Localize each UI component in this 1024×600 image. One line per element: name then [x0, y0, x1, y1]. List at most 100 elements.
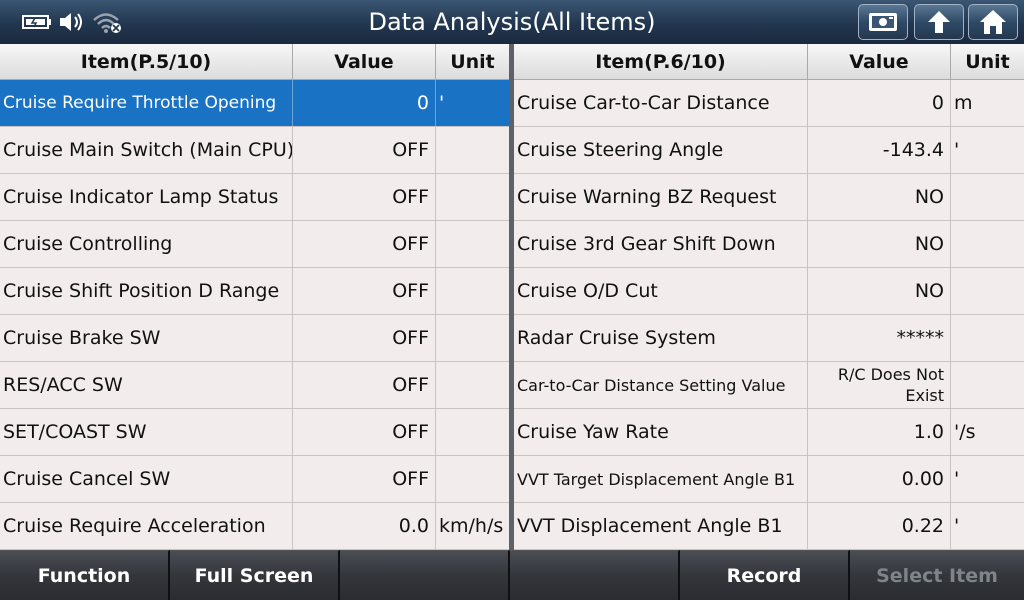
row-value: OFF [293, 315, 436, 361]
table-row[interactable]: Cruise O/D Cut NO [514, 268, 1024, 315]
row-value: OFF [293, 362, 436, 408]
row-item: Car-to-Car Distance Setting Value [514, 362, 808, 408]
row-item: Cruise Main Switch (Main CPU) [0, 127, 293, 173]
table-row[interactable]: Cruise Indicator Lamp Status OFF [0, 174, 509, 221]
table-row[interactable]: Cruise Require Acceleration 0.0 km/h/s [0, 503, 509, 550]
row-value: 1.0 [808, 409, 951, 455]
row-unit: ' [954, 139, 960, 161]
row-value: NO [808, 221, 951, 267]
empty-button-2[interactable] [510, 550, 680, 600]
row-value: NO [808, 268, 951, 314]
home-button[interactable] [968, 4, 1018, 40]
table-row[interactable]: Cruise Car-to-Car Distance 0 m [514, 80, 1024, 127]
select-item-button[interactable]: Select Item [850, 550, 1024, 600]
row-unit [436, 174, 509, 220]
row-value: -143.4 [808, 127, 951, 173]
table-header: Item(P.5/10) Value Unit [0, 44, 509, 80]
row-item: Cruise Indicator Lamp Status [0, 174, 293, 220]
row-value: OFF [293, 174, 436, 220]
table-row[interactable]: Cruise Require Throttle Opening 0 ' [0, 80, 509, 127]
row-value: 0 [293, 80, 436, 126]
table-row[interactable]: RES/ACC SW OFF [0, 362, 509, 409]
row-item: Cruise Car-to-Car Distance [514, 80, 808, 126]
data-table-left: Item(P.5/10) Value Unit Cruise Require T… [0, 44, 509, 550]
table-row[interactable]: Cruise Brake SW OFF [0, 315, 509, 362]
row-unit [951, 174, 1024, 220]
back-icon [924, 9, 954, 35]
row-item: Cruise Brake SW [0, 315, 293, 361]
table-row[interactable]: Radar Cruise System ***** [514, 315, 1024, 362]
row-unit: ' [954, 515, 960, 537]
page-title: Data Analysis(All Items) [368, 8, 656, 36]
table-row[interactable]: VVT Displacement Angle B1 0.22 ' [514, 503, 1024, 550]
title-bar: Data Analysis(All Items) [0, 0, 1024, 45]
home-icon [978, 8, 1008, 36]
row-value: 0.00 [808, 456, 951, 502]
row-unit [436, 315, 509, 361]
screenshot-button[interactable] [858, 4, 908, 40]
function-button[interactable]: Function [0, 550, 170, 600]
row-item: Cruise Shift Position D Range [0, 268, 293, 314]
volume-icon [58, 11, 86, 33]
row-unit: '/s [954, 421, 976, 443]
row-item: Cruise Require Throttle Opening [0, 80, 293, 126]
bottom-toolbar: Function Full Screen Record Select Item [0, 550, 1024, 600]
screenshot-icon [867, 10, 899, 34]
row-unit [436, 127, 509, 173]
wifi-disabled-icon [92, 10, 122, 34]
row-unit [436, 221, 509, 267]
table-row[interactable]: VVT Target Displacement Angle B1 0.00 ' [514, 456, 1024, 503]
row-unit [951, 315, 1024, 361]
table-row[interactable]: Cruise Controlling OFF [0, 221, 509, 268]
row-item: Cruise Controlling [0, 221, 293, 267]
row-value: R/C Does Not Exist [808, 362, 951, 408]
table-row[interactable]: Cruise Steering Angle -143.4 ' [514, 127, 1024, 174]
row-unit: km/h/s [439, 515, 504, 537]
row-unit [436, 268, 509, 314]
row-item: Cruise Warning BZ Request [514, 174, 808, 220]
row-unit: ' [954, 468, 960, 490]
row-item: SET/COAST SW [0, 409, 293, 455]
table-row[interactable]: Cruise Shift Position D Range OFF [0, 268, 509, 315]
row-value: OFF [293, 268, 436, 314]
row-item: Cruise Require Acceleration [0, 503, 293, 549]
row-unit [436, 456, 509, 502]
table-row[interactable]: SET/COAST SW OFF [0, 409, 509, 456]
row-value-line1: R/C Does Not [837, 365, 944, 384]
row-item: Cruise Steering Angle [514, 127, 808, 173]
back-button[interactable] [914, 4, 964, 40]
row-unit: ' [439, 92, 445, 114]
row-unit: m [954, 92, 973, 114]
row-item: RES/ACC SW [0, 362, 293, 408]
column-header-unit: Unit [450, 51, 495, 73]
row-value: OFF [293, 127, 436, 173]
full-screen-button[interactable]: Full Screen [170, 550, 340, 600]
row-item: Cruise 3rd Gear Shift Down [514, 221, 808, 267]
row-unit [951, 362, 1024, 408]
row-value: 0.22 [808, 503, 951, 549]
table-row[interactable]: Cruise Warning BZ Request NO [514, 174, 1024, 221]
table-header: Item(P.6/10) Value Unit [514, 44, 1024, 80]
table-row[interactable]: Cruise Main Switch (Main CPU) OFF [0, 127, 509, 174]
row-unit [951, 221, 1024, 267]
data-table-right: Item(P.6/10) Value Unit Cruise Car-to-Ca… [514, 44, 1024, 550]
row-item: Cruise O/D Cut [514, 268, 808, 314]
table-row[interactable]: Cruise 3rd Gear Shift Down NO [514, 221, 1024, 268]
column-header-item: Item(P.5/10) [0, 44, 293, 80]
row-unit [436, 409, 509, 455]
record-button[interactable]: Record [680, 550, 850, 600]
row-unit [951, 268, 1024, 314]
row-value: 0 [808, 80, 951, 126]
column-header-value: Value [293, 44, 436, 80]
row-value: ***** [808, 315, 951, 361]
empty-button-1[interactable] [340, 550, 510, 600]
table-row[interactable]: Car-to-Car Distance Setting Value R/C Do… [514, 362, 1024, 409]
row-item: VVT Displacement Angle B1 [514, 503, 808, 549]
column-header-value: Value [808, 44, 951, 80]
table-row[interactable]: Cruise Yaw Rate 1.0 '/s [514, 409, 1024, 456]
row-value-line2: Exist [905, 386, 944, 405]
status-icons [22, 8, 122, 36]
row-value: 0.0 [293, 503, 436, 549]
table-row[interactable]: Cruise Cancel SW OFF [0, 456, 509, 503]
row-value: OFF [293, 409, 436, 455]
